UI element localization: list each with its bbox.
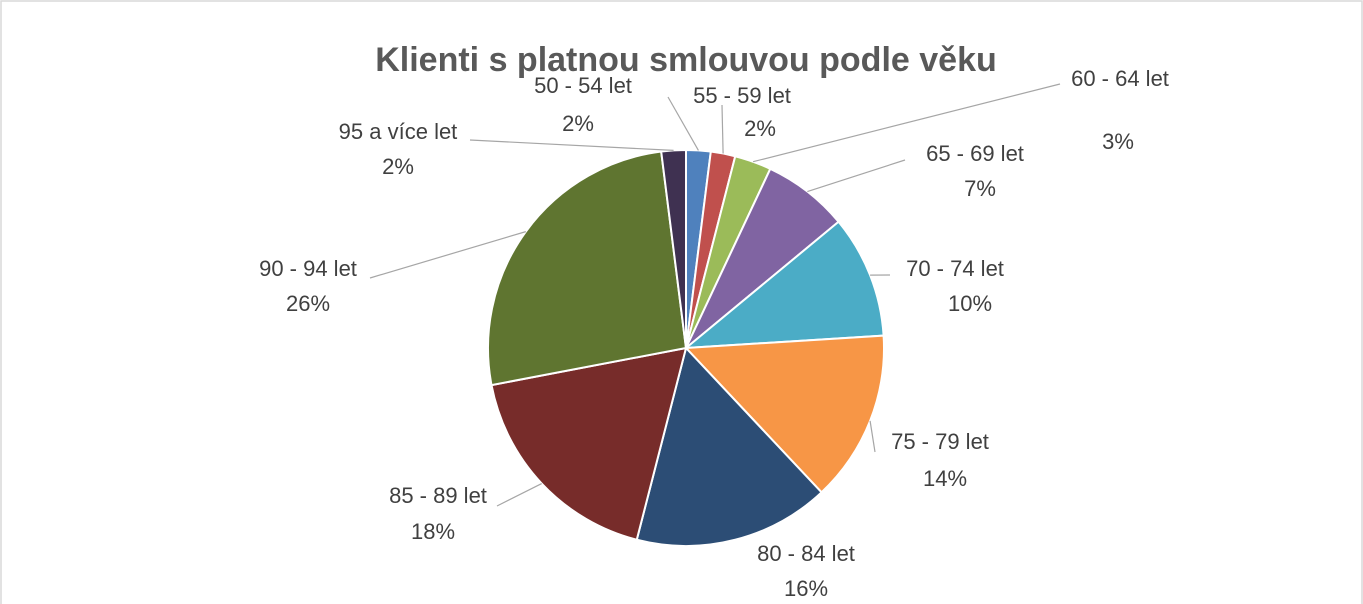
slice-value-label: 10%	[948, 291, 992, 316]
slice-value-label: 2%	[744, 116, 776, 141]
slice-value-label: 26%	[286, 291, 330, 316]
slice-label: 50 - 54 let	[534, 73, 632, 98]
slice-value-label: 2%	[562, 111, 594, 136]
leader-line	[667, 96, 699, 151]
leader-line	[496, 483, 542, 507]
leader-line	[752, 83, 1061, 163]
slice-value-label: 3%	[1102, 129, 1134, 154]
pie-slice	[635, 345, 823, 547]
pie-slice	[683, 334, 885, 494]
slice-label: 95 a více let	[339, 119, 458, 144]
slice-label: 70 - 74 let	[906, 256, 1004, 281]
slice-value-label: 7%	[964, 176, 996, 201]
leader-line	[369, 231, 526, 279]
pie-slice	[490, 346, 688, 541]
slice-value-label: 16%	[784, 576, 828, 601]
pie-slice	[682, 220, 885, 350]
slice-label: 85 - 89 let	[389, 483, 487, 508]
slice-value-label: 18%	[411, 519, 455, 544]
slice-label: 90 - 94 let	[259, 256, 357, 281]
leader-line	[469, 139, 674, 151]
leader-line	[869, 420, 876, 453]
slice-label: 60 - 64 let	[1071, 66, 1169, 91]
slice-label: 75 - 79 let	[891, 429, 989, 454]
slice-label: 65 - 69 let	[926, 141, 1024, 166]
chart-title: Klienti s platnou smlouvou podle věku	[375, 41, 997, 79]
slice-label: 80 - 84 let	[757, 541, 855, 566]
slice-value-label: 14%	[923, 466, 967, 491]
leader-line	[807, 159, 906, 193]
slice-label: 55 - 59 let	[693, 83, 791, 108]
slice-value-label: 2%	[382, 154, 414, 179]
leader-line	[721, 104, 724, 154]
